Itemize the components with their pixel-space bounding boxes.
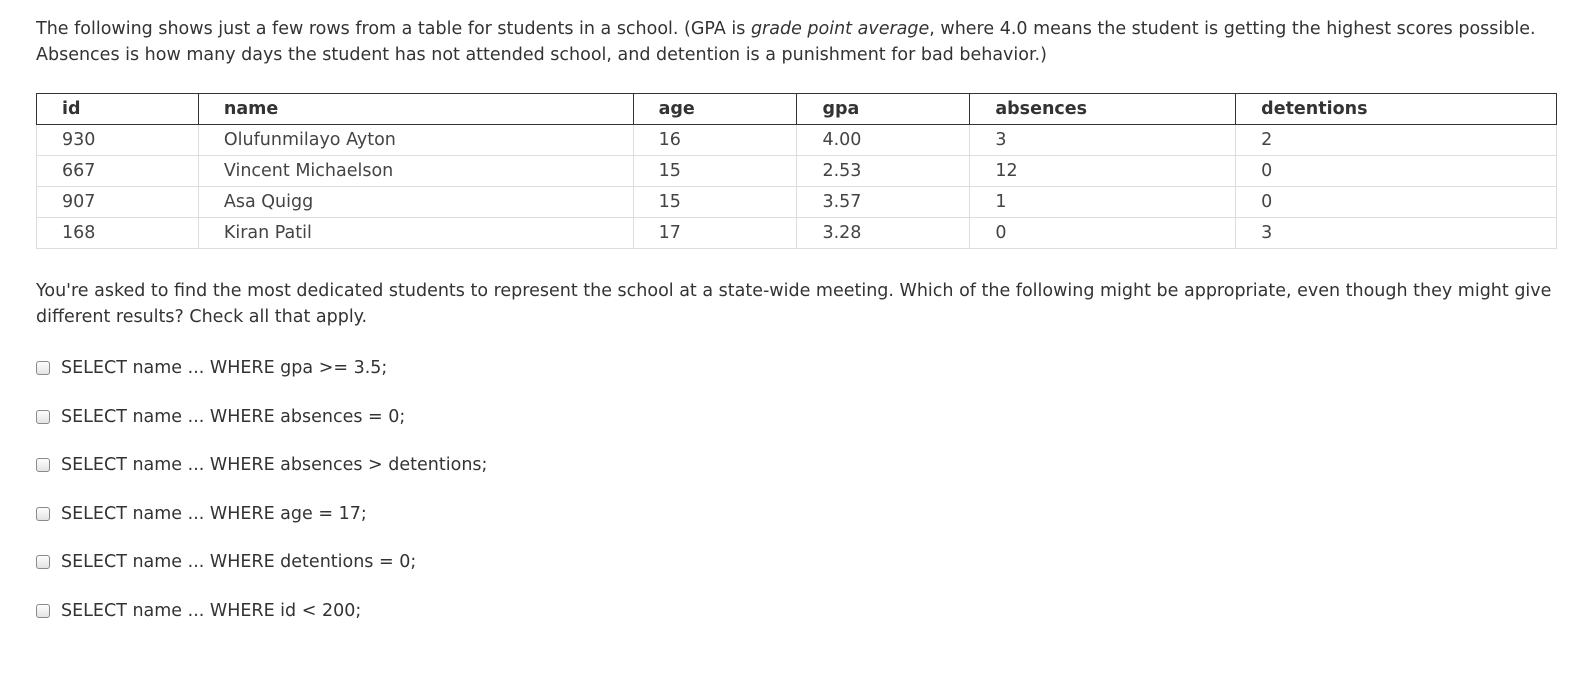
cell-detentions: 0 [1235, 186, 1557, 218]
option-label[interactable]: SELECT name ... WHERE absences = 0; [61, 406, 406, 427]
cell-id: 667 [36, 155, 199, 187]
cell-name: Asa Quigg [197, 186, 634, 218]
intro-part-1: The following shows just a few rows from… [36, 19, 751, 39]
cell-gpa: 3.28 [796, 217, 971, 249]
option-absences-gt-detentions[interactable]: SELECT name ... WHERE absences > detenti… [36, 452, 836, 501]
column-header-absences: absences [969, 93, 1237, 125]
option-id[interactable]: SELECT name ... WHERE id < 200; [36, 598, 836, 647]
option-label[interactable]: SELECT name ... WHERE age = 17; [61, 503, 367, 524]
option-label[interactable]: SELECT name ... WHERE detentions = 0; [61, 552, 417, 572]
option-checkbox[interactable] [36, 506, 50, 521]
option-checkbox[interactable] [36, 361, 50, 375]
cell-absences: 12 [969, 155, 1237, 187]
cell-age: 16 [632, 124, 798, 156]
cell-id: 907 [36, 186, 199, 218]
cell-age: 17 [632, 217, 798, 249]
option-gpa[interactable]: SELECT name ... WHERE gpa >= 3.5; [36, 355, 836, 404]
cell-gpa: 4.00 [796, 124, 971, 156]
option-checkbox[interactable] [36, 603, 50, 618]
cell-absences: 0 [969, 217, 1237, 249]
option-checkbox[interactable] [36, 458, 50, 472]
option-label[interactable]: SELECT name ... WHERE id < 200; [61, 600, 362, 621]
students-table: id name age gpa absences detentions 930 … [36, 93, 1557, 249]
option-checkbox[interactable] [36, 555, 50, 569]
option-detentions-zero[interactable]: SELECT name ... WHERE detentions = 0; [36, 549, 836, 598]
cell-gpa: 2.53 [796, 155, 971, 187]
table-row: 667 Vincent Michaelson 15 2.53 12 0 [36, 155, 1557, 187]
cell-detentions: 3 [1235, 217, 1557, 249]
option-absences-zero[interactable]: SELECT name ... WHERE absences = 0; [36, 404, 836, 453]
cell-name: Vincent Michaelson [197, 155, 634, 187]
cell-absences: 1 [969, 186, 1237, 218]
table-row: 168 Kiran Patil 17 3.28 0 3 [36, 217, 1557, 249]
table-row: 907 Asa Quigg 15 3.57 1 0 [36, 186, 1557, 218]
option-age[interactable]: SELECT name ... WHERE age = 17; [36, 501, 836, 550]
column-header-gpa: gpa [796, 93, 971, 125]
table-header-row: id name age gpa absences detentions [36, 93, 1557, 125]
table-row: 930 Olufunmilayo Ayton 16 4.00 3 2 [36, 124, 1557, 156]
cell-absences: 3 [969, 124, 1237, 156]
option-label[interactable]: SELECT name ... WHERE gpa >= 3.5; [61, 358, 388, 378]
intro-text: The following shows just a few rows from… [36, 16, 1566, 68]
column-header-id: id [36, 93, 199, 125]
gpa-term: grade point average [750, 19, 930, 39]
cell-name: Kiran Patil [197, 217, 634, 249]
cell-id: 168 [36, 217, 199, 249]
option-label[interactable]: SELECT name ... WHERE absences > detenti… [61, 455, 488, 475]
cell-age: 15 [632, 155, 798, 187]
cell-gpa: 3.57 [796, 186, 971, 218]
cell-detentions: 2 [1235, 124, 1557, 156]
cell-name: Olufunmilayo Ayton [197, 124, 634, 156]
column-header-detentions: detentions [1235, 93, 1557, 125]
option-checkbox[interactable] [36, 409, 50, 424]
column-header-age: age [632, 93, 798, 125]
cell-detentions: 0 [1235, 155, 1557, 187]
column-header-name: name [197, 93, 634, 125]
intro-part-2: , where 4.0 means the student is getting… [36, 19, 1536, 65]
cell-id: 930 [36, 124, 199, 156]
answer-options: SELECT name ... WHERE gpa >= 3.5; SELECT… [36, 355, 836, 646]
question-text: You're asked to find the most dedicated … [36, 281, 1552, 327]
cell-age: 15 [632, 186, 798, 218]
